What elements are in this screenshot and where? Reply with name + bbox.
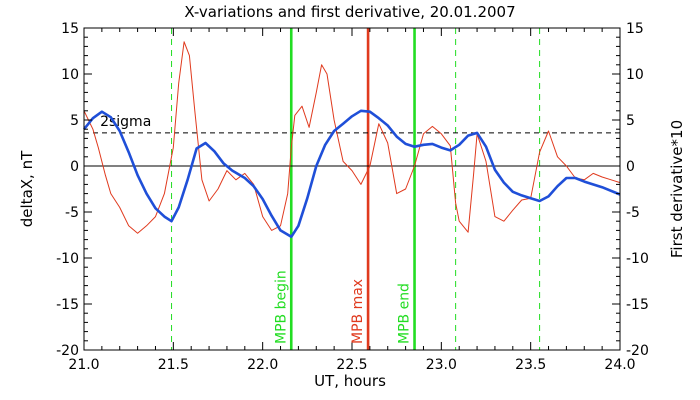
y-tick-label-left-0: 15 [61,21,79,37]
y-tick-label-right-6: -15 [626,297,649,313]
series-deltax-line [82,109,621,239]
y-tick-label-right-0: 15 [626,21,644,37]
vline-labels: MPB begin MPB max MPB end [273,270,412,344]
series-group [82,41,621,239]
x-tick-label-0: 21.0 [68,357,99,373]
y-tick-label-right-7: -20 [626,343,649,359]
y-tick-label-left-3: 0 [70,159,79,175]
y-tick-label-right-3: 0 [626,159,635,175]
chart-title: X-variations and first derivative, 20.01… [184,3,515,21]
x-tick-label-1: 21.5 [158,357,189,373]
y-tick-label-left-2: 5 [70,113,79,129]
y-tick-label-right-4: -5 [626,205,640,221]
y-tick-label-right-2: 5 [626,113,635,129]
y-tick-label-left-4: -5 [65,205,79,221]
x-tick-label-5: 23.5 [515,357,546,373]
x-tick-label-3: 22.5 [336,357,367,373]
y-axis-label-left: deltaX, nT [18,150,36,227]
y-tick-label-left-1: 10 [61,67,79,83]
y-tick-label-right-1: 10 [626,67,644,83]
y-axis-label-right: First derivative*10 [668,120,686,258]
threshold-label: 2sigma [100,114,151,130]
y-tick-label-right-5: -10 [626,251,649,267]
mpb-vlines [289,28,416,350]
x-tick-label-4: 23.0 [426,357,457,373]
y-tick-label-left-5: -10 [56,251,79,267]
vline-label-2: MPB end [397,283,413,344]
axes-group: 21.0 21.5 22.0 22.5 23.0 23.5 24.0 15 15 10 10 5 5 0 0… [56,21,649,373]
y-tick-label-left-7: -20 [56,343,79,359]
series-derivative-line [83,41,621,234]
x-axis-label: UT, hours [314,372,386,390]
vline-label-1: MPB max [350,279,366,344]
x-tick-label-6: 24.0 [604,357,635,373]
vline-label-0: MPB begin [273,270,289,344]
dashed-vlines [171,28,541,350]
x-tick-label-2: 22.0 [247,357,278,373]
threshold-group: 2sigma [84,114,620,134]
y-tick-label-left-6: -15 [56,297,79,313]
